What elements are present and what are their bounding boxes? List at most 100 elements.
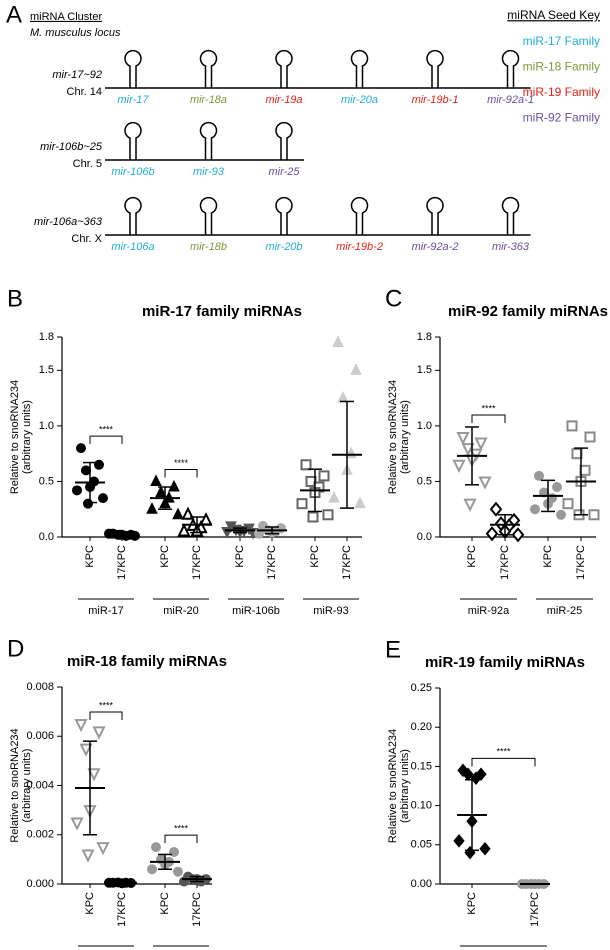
data-point bbox=[474, 437, 488, 451]
x-tick-label: 17KPC bbox=[191, 545, 203, 580]
data-point bbox=[155, 485, 167, 498]
key-entry: miR-19 Family bbox=[523, 85, 600, 99]
data-point bbox=[337, 390, 349, 403]
hairpin bbox=[199, 121, 218, 160]
data-point bbox=[79, 743, 93, 757]
y-axis-label: (arbitrary units) bbox=[21, 749, 33, 823]
data-point bbox=[534, 470, 544, 481]
gene-label: mir-106b bbox=[111, 166, 154, 178]
y-axis-label: (arbitrary units) bbox=[399, 749, 411, 823]
data-point bbox=[130, 530, 140, 541]
significance: **** bbox=[481, 403, 496, 413]
y-axis-label: Relative to snoRNA234 bbox=[9, 728, 21, 842]
x-tick-label: 17KPC bbox=[116, 545, 128, 580]
y-tick-label: 1.8 bbox=[39, 331, 54, 343]
y-axis-label: (arbitrary units) bbox=[21, 400, 33, 474]
data-point bbox=[70, 817, 84, 831]
data-point bbox=[168, 479, 180, 492]
header: miRNA Cluster bbox=[30, 11, 102, 23]
gene-label: mir-20a bbox=[341, 94, 378, 106]
header: M. musculus locus bbox=[30, 27, 121, 39]
data-point bbox=[350, 363, 362, 375]
panel-label: A bbox=[6, 1, 22, 28]
data-point bbox=[172, 507, 184, 520]
panel-label: B bbox=[7, 285, 23, 312]
significance: **** bbox=[99, 424, 114, 434]
x-tick-label: KPC bbox=[234, 545, 246, 568]
data-point bbox=[552, 482, 562, 492]
group-label: miR-25 bbox=[547, 605, 582, 617]
y-tick-label: 0.15 bbox=[411, 760, 432, 772]
x-tick-label: 17KPC bbox=[116, 892, 128, 927]
chart-title: miR-92 family miRNAs bbox=[448, 303, 608, 320]
data-point bbox=[151, 842, 161, 853]
hairpin bbox=[350, 196, 369, 235]
chromosome: Chr. X bbox=[71, 233, 102, 245]
data-point bbox=[485, 526, 499, 542]
data-point bbox=[562, 498, 574, 510]
data-point bbox=[464, 845, 476, 860]
hairpin bbox=[124, 121, 142, 160]
gene-label: mir-17 bbox=[118, 94, 150, 106]
x-tick-label: KPC bbox=[159, 545, 171, 568]
chart-title: miR-18 family miRNAs bbox=[67, 653, 227, 670]
data-point bbox=[72, 485, 82, 496]
data-point bbox=[456, 432, 470, 446]
y-tick-label: 1.5 bbox=[417, 364, 432, 376]
data-point bbox=[173, 866, 183, 877]
chart-title: miR-17 family miRNAs bbox=[142, 303, 302, 320]
y-tick-label: 0.008 bbox=[26, 681, 54, 693]
x-tick-label: KPC bbox=[309, 545, 321, 568]
x-tick-label: KPC bbox=[466, 892, 478, 915]
data-point bbox=[579, 464, 591, 476]
key-entry: miR-92 Family bbox=[523, 111, 600, 125]
key-entry: miR-18 Family bbox=[523, 60, 600, 74]
gene-label: mir-106a bbox=[111, 241, 154, 253]
gene-label: mir-18b bbox=[190, 241, 227, 253]
y-tick-label: 0.006 bbox=[26, 730, 54, 742]
x-tick-label: KPC bbox=[466, 545, 478, 568]
data-point bbox=[588, 509, 600, 521]
data-point bbox=[76, 443, 86, 454]
gene-label: mir-19b-1 bbox=[412, 94, 459, 106]
panel-label: C bbox=[385, 285, 402, 312]
data-point bbox=[530, 504, 540, 515]
hairpin bbox=[501, 49, 520, 88]
y-tick-label: 0.20 bbox=[411, 721, 432, 733]
gene-label: mir-363 bbox=[492, 241, 530, 253]
y-tick-label: 0.0 bbox=[417, 531, 432, 543]
data-point bbox=[94, 459, 104, 470]
data-point bbox=[463, 498, 477, 512]
data-point bbox=[221, 526, 233, 539]
data-point bbox=[489, 501, 503, 517]
data-point bbox=[556, 509, 566, 520]
y-tick-label: 0.00 bbox=[411, 878, 432, 890]
data-point bbox=[571, 448, 583, 460]
y-tick-label: 0.0 bbox=[39, 531, 54, 543]
data-point bbox=[150, 474, 162, 486]
data-point bbox=[96, 842, 110, 856]
group-label: miR-20 bbox=[163, 605, 198, 617]
key-title: miRNA Seed Key bbox=[507, 8, 600, 22]
gene-label: mir-18a bbox=[190, 94, 227, 106]
key-entry: miR-17 Family bbox=[523, 34, 600, 48]
group-label: miR-92a bbox=[468, 605, 510, 617]
y-axis-label: Relative to snoRNA234 bbox=[387, 380, 399, 494]
gene-label: mir-20b bbox=[265, 241, 302, 253]
cluster-name: mir-17~92 bbox=[52, 69, 102, 81]
y-axis-label: (arbitrary units) bbox=[399, 400, 411, 474]
significance-bracket bbox=[471, 757, 536, 767]
hairpin bbox=[275, 121, 293, 160]
x-tick-label: 17KPC bbox=[191, 892, 203, 927]
hairpin bbox=[426, 196, 444, 235]
y-tick-label: 0.05 bbox=[411, 839, 432, 851]
significance: **** bbox=[496, 747, 511, 757]
panel-label: D bbox=[7, 635, 24, 662]
y-tick-label: 0.000 bbox=[26, 878, 54, 890]
data-point bbox=[322, 509, 334, 521]
y-tick-label: 0.5 bbox=[39, 475, 54, 487]
chromosome: Chr. 5 bbox=[73, 158, 102, 170]
x-tick-label: 17KPC bbox=[575, 545, 587, 580]
chromosome: Chr. 14 bbox=[67, 86, 102, 98]
hairpin bbox=[426, 49, 444, 88]
